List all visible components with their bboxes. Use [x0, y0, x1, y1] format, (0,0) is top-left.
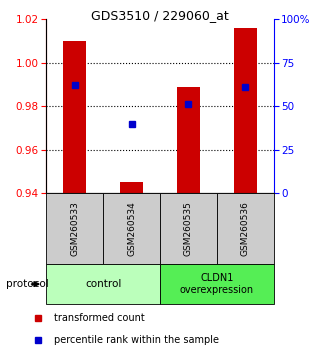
Text: GSM260534: GSM260534: [127, 201, 136, 256]
Text: transformed count: transformed count: [54, 313, 144, 323]
Text: GDS3510 / 229060_at: GDS3510 / 229060_at: [91, 9, 229, 22]
Bar: [46, 193, 103, 264]
Bar: [103, 193, 160, 264]
Bar: [234, 28, 257, 193]
Bar: [120, 182, 143, 193]
Text: CLDN1
overexpression: CLDN1 overexpression: [180, 273, 254, 295]
Text: GSM260533: GSM260533: [70, 201, 79, 256]
Bar: [217, 193, 274, 264]
Text: GSM260535: GSM260535: [184, 201, 193, 256]
Bar: [160, 264, 274, 304]
Bar: [177, 87, 200, 193]
Text: protocol: protocol: [6, 279, 49, 289]
Bar: [46, 264, 160, 304]
Bar: [160, 193, 217, 264]
Text: percentile rank within the sample: percentile rank within the sample: [54, 335, 219, 345]
Bar: [63, 41, 86, 193]
Text: control: control: [85, 279, 121, 289]
Text: GSM260536: GSM260536: [241, 201, 250, 256]
